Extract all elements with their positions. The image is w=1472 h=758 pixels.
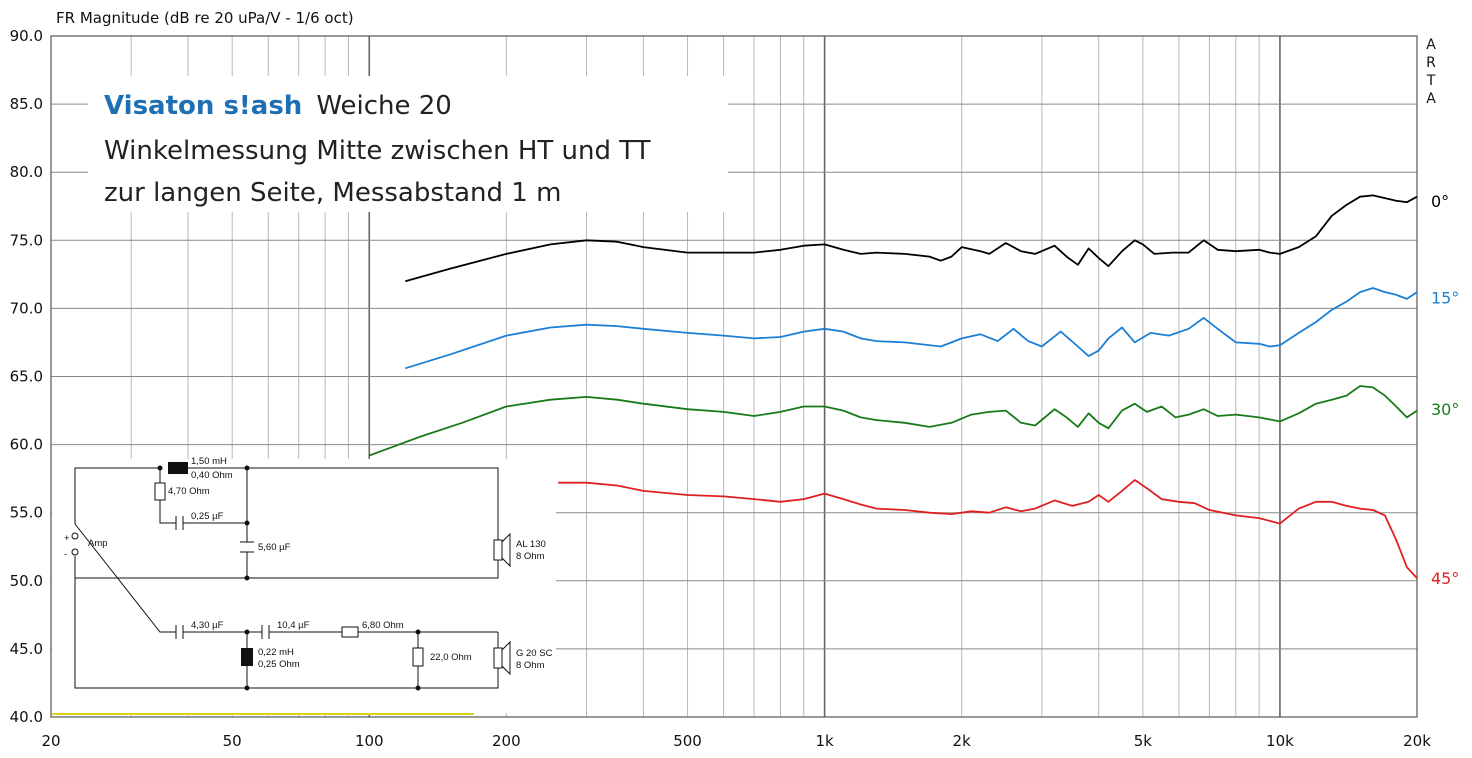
c3-value: 4,30 µF (191, 620, 224, 631)
annotation-line-2: Winkelmessung Mitte zwischen HT und TT (104, 136, 651, 166)
annotation-box: Visaton s!ash Weiche 20 Winkelmessung Mit… (88, 76, 728, 212)
annotation-background (88, 76, 728, 212)
schematic-wires (74, 467, 511, 689)
speaker2-impedance: 8 Ohm (516, 660, 545, 671)
x-tick-label: 2k (953, 732, 972, 750)
amp-plus: + (64, 533, 70, 544)
series-line (368, 385, 1418, 457)
annotation-line-1-group: Visaton s!ash Weiche 20 (104, 91, 452, 121)
series-label: 45° (1431, 569, 1459, 588)
y-tick-label: 65.0 (10, 368, 43, 386)
x-tick-label: 200 (492, 732, 521, 750)
series-labels: 0° 15° 30° 45° (1431, 192, 1459, 588)
l1-value: 1,50 mH (191, 456, 227, 467)
y-tick-label: 40.0 (10, 708, 43, 726)
r2-value: 6,80 Ohm (362, 620, 404, 631)
watermark-letter: T (1426, 73, 1436, 89)
amp-terminals: + - Amp (64, 532, 108, 560)
x-tick-label: 20k (1403, 732, 1431, 750)
y-tick-label: 90.0 (10, 27, 43, 45)
chart-title: FR Magnitude (dB re 20 uPa/V - 1/6 oct) (56, 9, 354, 27)
r1-value: 4,70 Ohm (168, 486, 210, 497)
y-tick-label: 85.0 (10, 95, 43, 113)
r3-value: 22,0 Ohm (430, 652, 472, 663)
x-tick-label: 1k (815, 732, 834, 750)
x-tick-label: 10k (1266, 732, 1294, 750)
y-tick-label: 55.0 (10, 504, 43, 522)
y-tick-labels: 40.0 45.0 50.0 55.0 60.0 65.0 70.0 75.0 80.0 85.0… (10, 27, 43, 726)
l2-value: 0,22 mH (258, 647, 294, 658)
y-tick-label: 50.0 (10, 572, 43, 590)
series-label: 0° (1431, 192, 1449, 211)
schematic-background (52, 459, 556, 713)
series-label: 30° (1431, 400, 1459, 419)
x-tick-label: 500 (673, 732, 702, 750)
watermark-letter: R (1426, 55, 1436, 71)
y-tick-label: 45.0 (10, 640, 43, 658)
c1-value: 0,25 µF (191, 511, 224, 522)
x-tick-label: 100 (355, 732, 384, 750)
y-tick-label: 80.0 (10, 163, 43, 181)
c4-value: 10,4 µF (277, 620, 310, 631)
series-label: 15° (1431, 289, 1459, 308)
series-layer (368, 194, 1418, 579)
speaker2-name: G 20 SC (516, 648, 553, 659)
amp-label: Amp (88, 538, 108, 549)
crossover-schematic: + - Amp 1,50 mH 0,40 Ohm 4,70 Ohm 0,25 µ… (52, 456, 556, 715)
speaker1-impedance: 8 Ohm (516, 551, 545, 562)
annotation-line-3: zur langen Seite, Messabstand 1 m (104, 178, 561, 208)
x-tick-labels: 20 50 100 200 500 1k 2k 5k 10k 20k (41, 732, 1431, 750)
watermark-letter: A (1426, 37, 1436, 53)
series-line (558, 479, 1418, 579)
y-tick-label: 70.0 (10, 299, 43, 317)
l1-resistance: 0,40 Ohm (191, 470, 233, 481)
speaker1-name: AL 130 (516, 539, 546, 550)
l2-resistance: 0,25 Ohm (258, 659, 300, 670)
amp-minus: - (64, 549, 67, 560)
series-line (405, 194, 1418, 283)
c2-value: 5,60 µF (258, 542, 291, 553)
x-tick-label: 20 (41, 732, 60, 750)
x-tick-label: 5k (1134, 732, 1153, 750)
y-tick-label: 75.0 (10, 231, 43, 249)
schematic-inductors-dots (157, 462, 421, 691)
watermark-letter: A (1426, 91, 1436, 107)
plot-frame (50, 35, 1418, 718)
annotation-brand: Visaton s!ash (104, 91, 302, 121)
annotation-line-1: Weiche 20 (316, 91, 452, 121)
y-tick-label: 60.0 (10, 436, 43, 454)
x-tick-label: 50 (223, 732, 242, 750)
series-line (405, 287, 1418, 370)
